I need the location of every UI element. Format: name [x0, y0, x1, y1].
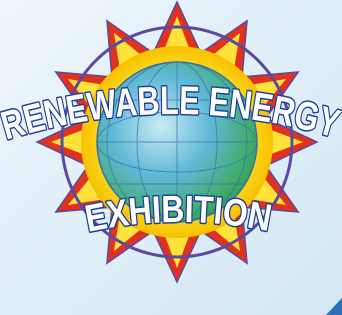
page: RENEWABLE ENERGY EXHIBITION (() => { con… — [0, 0, 342, 315]
logo: RENEWABLE ENERGY EXHIBITION — [0, 0, 342, 315]
